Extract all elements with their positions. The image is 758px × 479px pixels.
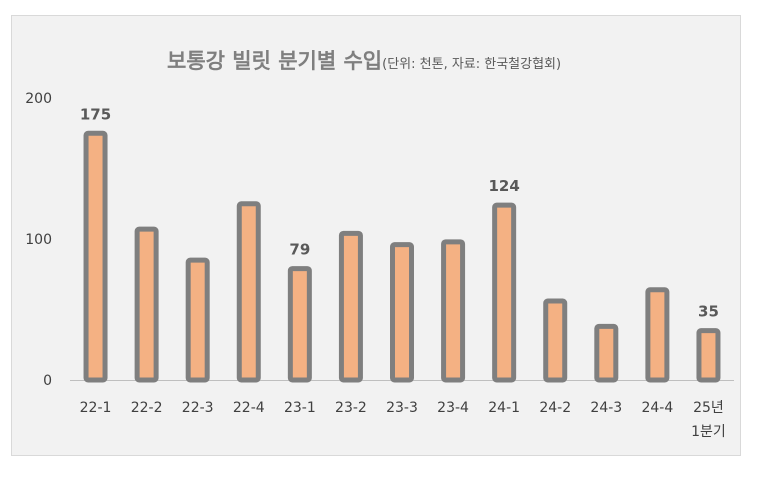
y-tick-label: 100 xyxy=(25,232,52,248)
bar xyxy=(492,202,517,383)
bar xyxy=(543,298,568,383)
data-label: 175 xyxy=(80,105,111,123)
y-tick-label: 200 xyxy=(25,91,52,107)
category-label: 23-2 xyxy=(335,400,367,416)
category-label: 22-3 xyxy=(182,400,214,416)
bar xyxy=(83,130,108,383)
category-label: 24-2 xyxy=(539,400,571,416)
category-label: 22-2 xyxy=(131,400,163,416)
bar-series xyxy=(83,130,721,383)
bar xyxy=(645,287,670,383)
category-label: 23-4 xyxy=(437,400,469,416)
category-label: 1분기 xyxy=(691,424,726,440)
chart-subtitle: (단위: 천톤, 자료: 한국철강협회) xyxy=(382,57,561,72)
bar xyxy=(441,239,466,383)
y-tick-label: 0 xyxy=(43,373,52,389)
bar xyxy=(287,266,312,383)
chart-svg: 보통강 빌릿 분기별 수입(단위: 천톤, 자료: 한국철강협회) 0 100 20… xyxy=(25,49,734,440)
category-label: 23-3 xyxy=(386,400,418,416)
data-label: 35 xyxy=(698,303,719,321)
category-label: 25년 xyxy=(693,400,724,416)
bar xyxy=(594,323,619,383)
bar xyxy=(390,242,414,383)
category-label: 23-1 xyxy=(284,400,316,416)
bar xyxy=(185,257,210,383)
chart-title: 보통강 빌릿 분기별 수입(단위: 천톤, 자료: 한국철강협회) xyxy=(167,49,561,73)
chart-area: 보통강 빌릿 분기별 수입(단위: 천톤, 자료: 한국철강협회) 0 100 20… xyxy=(11,15,741,456)
bar xyxy=(134,226,159,383)
y-axis-ticks: 0 100 200 xyxy=(25,91,52,389)
category-labels: 22-1 22-2 22-3 22-4 23-1 23-2 23-3 23-4 24-1 24-2… xyxy=(80,400,726,440)
chart-title-main: 보통강 빌릿 분기별 수입 xyxy=(167,49,382,73)
bar xyxy=(696,328,721,383)
category-label: 24-1 xyxy=(488,400,520,416)
category-label: 22-1 xyxy=(80,400,112,416)
category-label: 24-4 xyxy=(641,400,673,416)
data-label: 79 xyxy=(289,241,310,259)
category-label: 24-3 xyxy=(590,400,622,416)
bar xyxy=(236,201,261,383)
bar xyxy=(338,230,363,383)
category-label: 22-4 xyxy=(233,400,265,416)
data-labels: 175 79 124 35 xyxy=(80,105,719,320)
data-label: 124 xyxy=(488,177,519,195)
